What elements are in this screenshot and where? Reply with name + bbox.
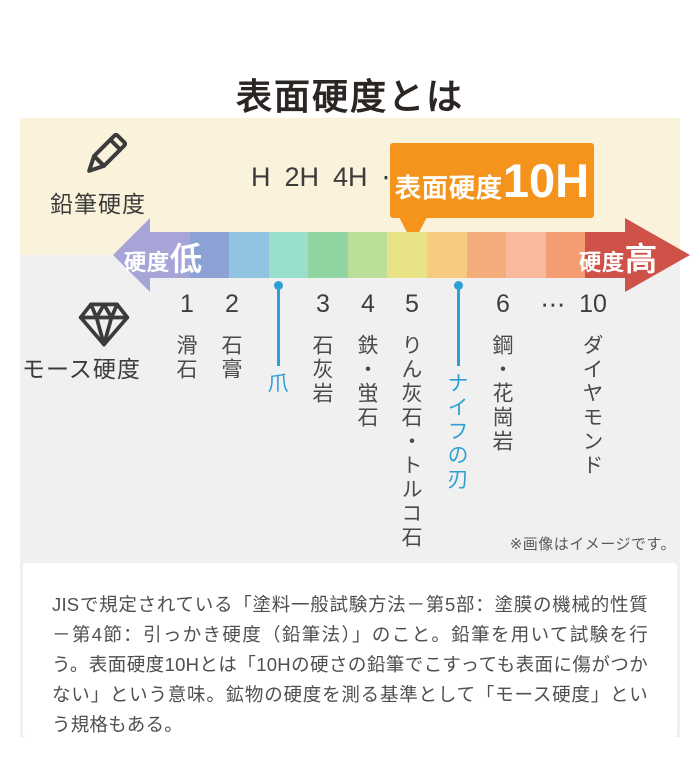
page-title: 表面硬度とは [235, 76, 464, 118]
bar-segment [585, 232, 625, 278]
knife-marker-dot [454, 281, 463, 290]
mohs-number-3: 3 [316, 290, 330, 318]
description-text: JISで規定されている「塗料一般試験方法－第5部：塗膜の機械的性質－第4節：引っ… [52, 594, 648, 735]
bar-segment [308, 232, 348, 278]
hardness-low-text: 硬度 [124, 250, 171, 275]
nail-marker-dot [274, 281, 283, 290]
mineral-steel-granite: 鋼・花崗岩 [490, 334, 513, 454]
bar-segment [189, 232, 230, 278]
hardness-high-text: 硬度 [579, 250, 626, 275]
callout-value: 10H [502, 154, 590, 207]
bar-segment [268, 232, 309, 278]
mineral-talc: 滑石 [174, 334, 197, 382]
mohs-number-ellipsis: ⋯ [540, 291, 566, 319]
mohs-number-4: 4 [361, 290, 375, 318]
bar-segment [229, 232, 269, 278]
pencil-scale-4h: 4H [333, 162, 368, 192]
callout-text: 表面硬度 10H [395, 153, 589, 208]
mineral-limestone: 石灰岩 [310, 334, 333, 406]
knife-marker-line [457, 289, 460, 366]
nail-marker-line [277, 289, 280, 366]
hardness-high-big-text: 高 [625, 241, 658, 277]
bar-segment [427, 232, 467, 278]
hardness-high-label: 硬度 高 [579, 234, 657, 280]
hardness-gradient-bar [150, 232, 625, 278]
bar-segment [347, 232, 388, 278]
bar-segment [150, 232, 190, 278]
knife-marker-label: ナイフの刃 [445, 372, 468, 492]
mineral-iron-fluorite: 鉄・蛍石 [355, 334, 378, 430]
mineral-apatite-turquoise: りん灰石・トルコ石 [399, 334, 422, 550]
bar-segment [387, 232, 428, 278]
mohs-number-2: 2 [225, 290, 239, 318]
pencil-icon [87, 132, 128, 173]
mohs-hardness-label: モース硬度 [22, 356, 141, 382]
surface-hardness-callout: 表面硬度 10H [390, 143, 594, 218]
diamond-icon [78, 302, 130, 347]
image-disclaimer-note: ※画像はイメージです。 [509, 536, 676, 553]
bar-segment [545, 232, 586, 278]
pencil-scale-2h: 2H [284, 162, 320, 192]
mohs-number-6: 6 [496, 290, 510, 318]
bar-segment [466, 232, 507, 278]
mohs-number-5: 5 [405, 290, 419, 318]
nail-marker-label: 爪 [265, 372, 288, 396]
mineral-diamond: ダイヤモンド [580, 334, 603, 478]
bar-segment [506, 232, 546, 278]
hardness-low-label: 硬度 低 [124, 234, 202, 280]
mohs-number-1: 1 [180, 290, 194, 318]
description-box: JISで規定されている「塗料一般試験方法－第5部：塗膜の機械的性質－第4節：引っ… [23, 563, 677, 737]
pencil-hardness-label: 鉛筆硬度 [50, 191, 146, 217]
arrow-head-high [625, 218, 690, 292]
arrow-head-low [113, 218, 150, 292]
mohs-number-10: 10 [579, 290, 607, 318]
callout-prefix: 表面硬度 [394, 173, 503, 203]
pencil-scale-h: H [251, 162, 271, 192]
hardness-low-big-text: 低 [170, 241, 203, 277]
mineral-gypsum: 石膏 [219, 334, 242, 382]
pencil-scale-row: H 2H 4H ⋯ [251, 162, 409, 193]
